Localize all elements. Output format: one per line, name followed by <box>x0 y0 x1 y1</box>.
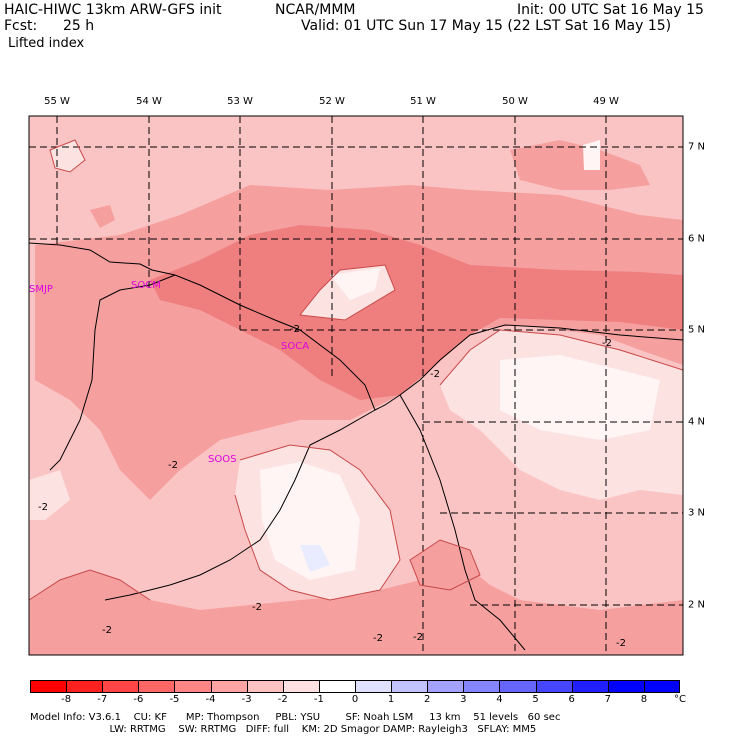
colorbar-segment <box>210 680 248 693</box>
colorbar-tick-label: 5 <box>532 694 539 705</box>
lon-label: 54 W <box>136 96 162 107</box>
forecast-hour: 25 h <box>63 18 95 34</box>
contour-label: -2 <box>168 460 178 471</box>
colorbar-tick-label: 2 <box>424 694 431 705</box>
contour-label: -2 <box>38 502 48 513</box>
colorbar-segment <box>607 680 645 693</box>
forecast-label: Fcst: <box>4 18 38 34</box>
contour-label: -2 <box>602 338 612 349</box>
station-smjp: SMJP <box>29 284 53 295</box>
colorbar-tick-label: 0 <box>351 694 359 705</box>
colorbar-tick-label: 1 <box>387 694 395 705</box>
lon-label: 53 W <box>227 96 253 107</box>
contour-label: -2 <box>252 602 262 613</box>
model-info-line-2: LW: RRTMG SW: RRTMG DIFF: full KM: 2D Sm… <box>30 724 537 735</box>
lat-label: 5 N <box>688 324 706 336</box>
colorbar-tick-label: -4 <box>205 694 216 705</box>
colorbar-segment <box>246 680 284 693</box>
contour-label: -2 <box>616 638 626 649</box>
colorbar-segment <box>535 680 573 693</box>
colorbar-segment <box>391 680 429 693</box>
coastline <box>28 242 684 651</box>
lat-label: 3 N <box>688 507 706 519</box>
colorbar-segment <box>643 680 680 693</box>
colorbar-tick-label: 7 <box>604 694 611 705</box>
colorbar-segment <box>282 680 320 693</box>
colorbar-segment <box>463 680 501 693</box>
colorbar-segment <box>571 680 609 693</box>
shaded-field <box>29 116 683 655</box>
init-time: Init: 00 UTC Sat 16 May 15 <box>517 2 704 18</box>
colorbar-tick-label: -5 <box>169 694 180 705</box>
model-title: HAIC-HIWC 13km ARW-GFS init <box>4 2 222 18</box>
lat-label: 7 N <box>688 141 706 153</box>
colorbar-segment <box>499 680 537 693</box>
colorbar-segment <box>174 680 212 693</box>
lon-label: 50 W <box>502 96 528 107</box>
lon-label: 55 W <box>44 96 70 107</box>
colorbar-segment <box>66 680 104 693</box>
valid-time: Valid: 01 UTC Sun 17 May 15 (22 LST Sat … <box>301 18 672 34</box>
colorbar-tick-label: -6 <box>133 694 144 705</box>
colorbar-segment <box>30 680 68 693</box>
lon-label: 52 W <box>319 96 345 107</box>
lon-label: 49 W <box>593 96 619 107</box>
colorbar-tick-label: -3 <box>241 694 252 705</box>
colorbar-tick-label: 3 <box>460 694 467 705</box>
colorbar-segment <box>355 680 393 693</box>
colorbar-segment <box>102 680 140 693</box>
model-info-line-1: Model Info: V3.6.1 CU: KF MP: Thompson P… <box>30 712 561 723</box>
lat-label: 6 N <box>688 233 706 245</box>
lat-label: 2 N <box>688 599 706 611</box>
colorbar-tick-label: -8 <box>61 694 72 705</box>
contour-label: -2 <box>102 625 112 636</box>
graticule <box>29 116 683 655</box>
station-soos: SOOS <box>208 454 236 465</box>
contour-label: -2 <box>373 633 383 644</box>
contour-labels: -2 -2 -2 -2 -2 -2 -2 -2 -2 -2 <box>38 324 626 649</box>
contour-label: -2 <box>290 324 300 335</box>
contour-label: -2 <box>413 632 423 643</box>
colorbar-tick-label: 6 <box>568 694 575 705</box>
station-soca: SOCA <box>281 341 309 352</box>
contour-label: -2 <box>430 369 440 380</box>
colorbar-tick-label: -2 <box>277 694 288 705</box>
lat-label: 4 N <box>688 416 706 428</box>
org-label: NCAR/MMM <box>275 2 356 18</box>
colorbar-segment <box>138 680 176 693</box>
stations: SMJP SOCM SOCA SOOS <box>29 280 309 465</box>
colorbar-unit: °C <box>674 694 686 705</box>
colorbar-segment <box>318 680 356 693</box>
colorbar-tick-label: 8 <box>640 694 648 705</box>
station-socm: SOCM <box>131 280 161 291</box>
colorbar-segment <box>427 680 465 693</box>
contour-lines <box>28 139 684 601</box>
field-name: Lifted index <box>8 36 85 51</box>
map-frame <box>28 115 684 656</box>
colorbar-tick-label: 4 <box>496 694 503 705</box>
colorbar-tick-label: -7 <box>97 694 108 705</box>
lon-label: 51 W <box>410 96 436 107</box>
colorbar-tick-label: -1 <box>313 694 324 705</box>
